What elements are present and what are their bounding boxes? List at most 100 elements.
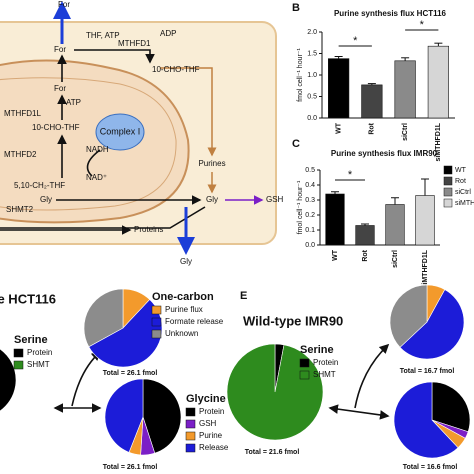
legend-title: One-carbon bbox=[152, 291, 214, 303]
legend-title: Serine bbox=[300, 344, 334, 356]
arrow bbox=[0, 206, 206, 229]
arrow bbox=[71, 350, 102, 407]
label: MTHFD2 bbox=[4, 150, 37, 159]
legend-title: Serine bbox=[14, 334, 48, 346]
total-label: Total = 26.1 fmol bbox=[103, 464, 158, 471]
legend-swatch bbox=[151, 305, 162, 315]
legend-label: Rot bbox=[455, 178, 466, 185]
chart-title: Purine synthesis flux HCT116 bbox=[334, 9, 447, 18]
y-axis-label: fmol cell⁻¹ hour⁻¹ bbox=[297, 47, 304, 101]
arrow bbox=[160, 67, 217, 157]
x-tick-label: siCtrl bbox=[402, 123, 409, 141]
legend-label: Protein bbox=[199, 407, 224, 416]
legend-label: Purine bbox=[199, 431, 223, 440]
label: 10-CHO-THF bbox=[152, 65, 200, 74]
legend-label: siMTHFD1L bbox=[455, 200, 474, 207]
label: THF, ATP bbox=[86, 31, 120, 40]
pie-slice bbox=[399, 289, 465, 360]
y-tick-label: 0.3 bbox=[305, 197, 315, 204]
legend-label: Formate release bbox=[165, 317, 224, 326]
pie-slice bbox=[83, 288, 124, 348]
legend-swatch bbox=[13, 348, 24, 358]
bar bbox=[427, 45, 449, 119]
legend-swatch bbox=[13, 360, 24, 370]
legend-swatch bbox=[151, 317, 162, 327]
legend-label: Unknown bbox=[165, 329, 198, 338]
significance-label: * bbox=[348, 169, 353, 181]
legend-swatch bbox=[185, 443, 196, 453]
legend-swatch bbox=[443, 198, 453, 208]
legend-label: Purine flux bbox=[165, 305, 203, 314]
legend-swatch bbox=[299, 370, 310, 380]
heading: Wild-type HCT116 bbox=[0, 291, 56, 306]
bar bbox=[394, 60, 416, 119]
y-tick-label: 0.4 bbox=[305, 182, 315, 189]
legend-swatch bbox=[299, 358, 310, 368]
label: Purines bbox=[198, 159, 225, 168]
pie-slice bbox=[389, 284, 428, 348]
y-tick-label: 0.5 bbox=[307, 93, 317, 100]
bar bbox=[361, 84, 383, 119]
arrow bbox=[354, 343, 390, 409]
label: ATP bbox=[66, 98, 81, 107]
label: MTHFD1L bbox=[4, 109, 41, 118]
pie-slice bbox=[0, 348, 17, 412]
heading: Wild-type IMR90 bbox=[243, 313, 343, 328]
x-tick-label: siMTHFD1L bbox=[435, 122, 442, 161]
label: Gly bbox=[206, 195, 218, 204]
legend-label: Protein bbox=[313, 358, 338, 367]
legend-label: SHMT bbox=[27, 360, 50, 369]
chart-title: Purine synthesis flux IMR90 bbox=[331, 149, 438, 158]
bar bbox=[385, 204, 405, 246]
significance-label: * bbox=[353, 35, 358, 47]
label: ADP bbox=[160, 29, 176, 38]
panel-letter: E bbox=[240, 290, 247, 302]
legend-label: SHMT bbox=[313, 370, 336, 379]
y-tick-label: 0.0 bbox=[307, 115, 317, 122]
legend-swatch bbox=[443, 165, 453, 175]
total-label: Total = 16.6 fmol bbox=[403, 464, 458, 471]
y-axis-label: fmol cell⁻¹ hour⁻¹ bbox=[297, 180, 304, 234]
legend-swatch bbox=[185, 431, 196, 441]
legend-label: siCtrl bbox=[455, 189, 471, 196]
bar bbox=[415, 195, 435, 246]
legend-swatch bbox=[443, 176, 453, 186]
label: GSH bbox=[266, 195, 284, 204]
total-label: Total = 16.7 fmol bbox=[400, 368, 455, 375]
label: 10-CHO-THF bbox=[32, 123, 80, 132]
bar bbox=[355, 225, 375, 246]
inner-membrane bbox=[0, 77, 177, 211]
legend-swatch bbox=[151, 329, 162, 339]
y-tick-label: 0.5 bbox=[305, 167, 315, 174]
y-tick-label: 0.0 bbox=[305, 242, 315, 249]
arrow bbox=[328, 404, 390, 420]
complex-i bbox=[95, 113, 145, 151]
label: Complex I bbox=[100, 126, 141, 136]
mitochondrion bbox=[0, 59, 190, 224]
label: For bbox=[54, 84, 66, 93]
label: NADH bbox=[86, 145, 109, 154]
total-label: Total = 26.1 fmol bbox=[103, 370, 158, 377]
x-tick-label: Rot bbox=[369, 122, 376, 134]
label: For bbox=[54, 45, 66, 54]
pathway-diagram: For For THF, ATP ADP MTHFD1 10-CHO-THF F… bbox=[0, 0, 284, 266]
y-tick-label: 1.5 bbox=[307, 50, 317, 57]
legend-swatch bbox=[443, 187, 453, 197]
x-tick-label: siMTHFD1L bbox=[422, 249, 429, 288]
x-tick-label: Rot bbox=[362, 249, 369, 261]
panel-letter: B bbox=[292, 2, 300, 14]
label: Gly bbox=[40, 195, 52, 204]
y-tick-label: 0.2 bbox=[305, 212, 315, 219]
pie-slice bbox=[226, 343, 324, 441]
bar bbox=[328, 58, 350, 119]
legend-label: Protein bbox=[27, 348, 52, 357]
bar bbox=[325, 193, 345, 246]
y-tick-label: 2.0 bbox=[307, 29, 317, 36]
label: For bbox=[58, 0, 70, 9]
total-label: Total = 21.6 fmol bbox=[245, 449, 300, 456]
y-tick-label: 1.0 bbox=[307, 72, 317, 79]
pie-slice bbox=[142, 378, 182, 454]
significance-label: * bbox=[420, 19, 425, 31]
label: SHMT2 bbox=[6, 205, 34, 214]
